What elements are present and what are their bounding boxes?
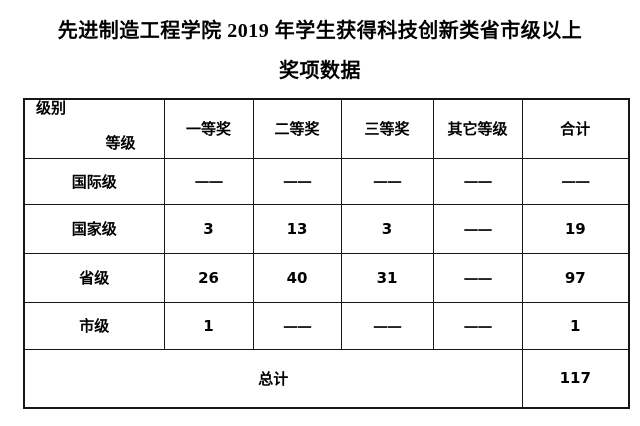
page-title-line2: 奖项数据 — [279, 60, 361, 82]
table-row-grand-total: 总计 117 — [23, 348, 630, 409]
data-cell: 1 — [521, 301, 630, 350]
data-cell: 13 — [252, 203, 342, 254]
table-row-international: 国际级 —— —— —— —— —— — [23, 157, 630, 205]
corner-label-grade: 等级 — [105, 135, 136, 152]
column-header-total: 合计 — [521, 98, 630, 159]
data-cell: —— — [432, 203, 523, 254]
table-row-municipal: 市级 1 —— —— —— 1 — [23, 301, 630, 350]
data-cell: —— — [340, 157, 434, 205]
data-cell: 1 — [163, 301, 254, 350]
corner-label-level: 级别 — [36, 100, 67, 117]
row-label-municipal: 市级 — [23, 301, 165, 350]
column-header-second-prize: 二等奖 — [252, 98, 342, 159]
data-cell: 40 — [252, 252, 342, 303]
corner-header-cell: 等级 级别 — [23, 98, 165, 159]
data-cell: 3 — [340, 203, 434, 254]
grand-total-label-cell: 总计 — [23, 348, 523, 409]
row-label-international: 国际级 — [23, 157, 165, 205]
data-cell: —— — [432, 301, 523, 350]
data-cell: 3 — [163, 203, 254, 254]
column-header-other-grade: 其它等级 — [432, 98, 523, 159]
data-cell: —— — [432, 157, 523, 205]
page-title: 先进制造工程学院 2019 年学生获得科技创新类省市级以上 奖项数据 — [0, 11, 640, 91]
data-cell: —— — [432, 252, 523, 303]
data-cell: 31 — [340, 252, 434, 303]
data-cell: —— — [340, 301, 434, 350]
data-cell: —— — [252, 301, 342, 350]
table-row-provincial: 省级 26 40 31 —— 97 — [23, 252, 630, 303]
row-label-national: 国家级 — [23, 203, 165, 254]
row-label-provincial: 省级 — [23, 252, 165, 303]
data-cell: —— — [521, 157, 630, 205]
award-data-table: 等级 级别 一等奖 二等奖 三等奖 其它等级 合计 国际级 —— —— —— —… — [23, 98, 630, 409]
data-cell: —— — [163, 157, 254, 205]
data-cell: 26 — [163, 252, 254, 303]
column-header-first-prize: 一等奖 — [163, 98, 254, 159]
data-cell: 97 — [521, 252, 630, 303]
header-row: 等级 级别 一等奖 二等奖 三等奖 其它等级 合计 — [23, 98, 630, 159]
column-header-third-prize: 三等奖 — [340, 98, 434, 159]
page-title-line1: 先进制造工程学院 2019 年学生获得科技创新类省市级以上 — [57, 20, 583, 42]
table-row-national: 国家级 3 13 3 —— 19 — [23, 203, 630, 254]
grand-total-value-cell: 117 — [521, 348, 630, 409]
data-cell: 19 — [521, 203, 630, 254]
data-cell: —— — [252, 157, 342, 205]
